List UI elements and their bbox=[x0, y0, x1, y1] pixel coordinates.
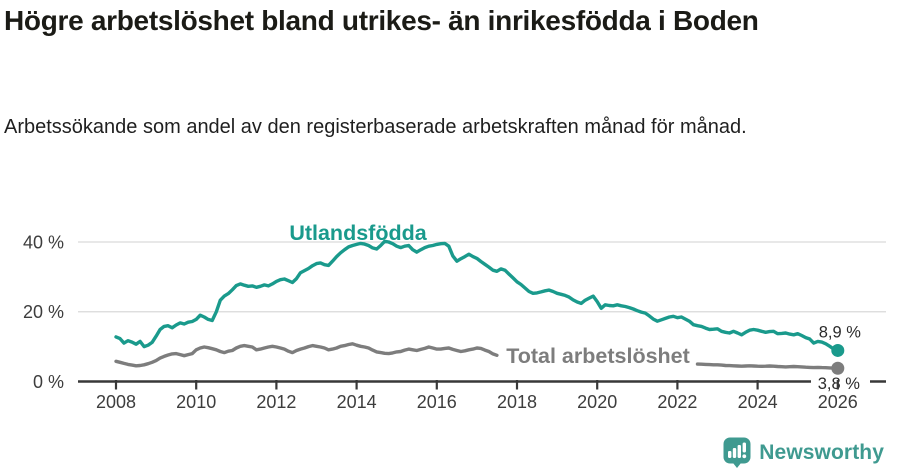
svg-text:2010: 2010 bbox=[176, 392, 216, 412]
newsworthy-logo: Newsworthy bbox=[723, 437, 884, 468]
svg-text:2012: 2012 bbox=[256, 392, 296, 412]
svg-text:2026: 2026 bbox=[818, 392, 858, 412]
series-end-dots bbox=[831, 343, 845, 375]
chart-title: Högre arbetslöshet bland utrikes- än inr… bbox=[4, 5, 759, 36]
svg-text:0 %: 0 % bbox=[33, 372, 64, 392]
chart-subtitle: Arbetssökande som andel av den registerb… bbox=[4, 116, 747, 138]
x-axis-ticks bbox=[114, 380, 839, 390]
series-label-total: Total arbetslöshet bbox=[506, 344, 690, 368]
series-lines bbox=[114, 239, 840, 370]
x-axis-labels: 2008 2010 2012 2014 2016 2018 2020 2022 2024 2026 bbox=[96, 392, 858, 412]
newsworthy-logo-text: Newsworthy bbox=[759, 440, 884, 464]
newsworthy-logo-icon bbox=[723, 437, 751, 468]
svg-text:2018: 2018 bbox=[497, 392, 537, 412]
end-value-label-total: 3,8 % bbox=[818, 375, 861, 393]
svg-text:2014: 2014 bbox=[337, 392, 377, 412]
series-label-utlandsfodda: Utlandsfödda bbox=[289, 221, 427, 245]
svg-text:2020: 2020 bbox=[577, 392, 617, 412]
svg-text:20 %: 20 % bbox=[23, 302, 64, 322]
y-axis-labels: 0 % 20 % 40 % bbox=[23, 232, 64, 391]
end-label-background bbox=[811, 376, 870, 393]
svg-text:2024: 2024 bbox=[738, 392, 778, 412]
svg-text:2016: 2016 bbox=[417, 392, 457, 412]
gridlines bbox=[78, 241, 886, 313]
svg-text:40 %: 40 % bbox=[23, 232, 64, 252]
svg-text:2022: 2022 bbox=[657, 392, 697, 412]
svg-text:2008: 2008 bbox=[96, 392, 136, 412]
end-value-label-utlandsfodda: 8,9 % bbox=[819, 323, 862, 341]
